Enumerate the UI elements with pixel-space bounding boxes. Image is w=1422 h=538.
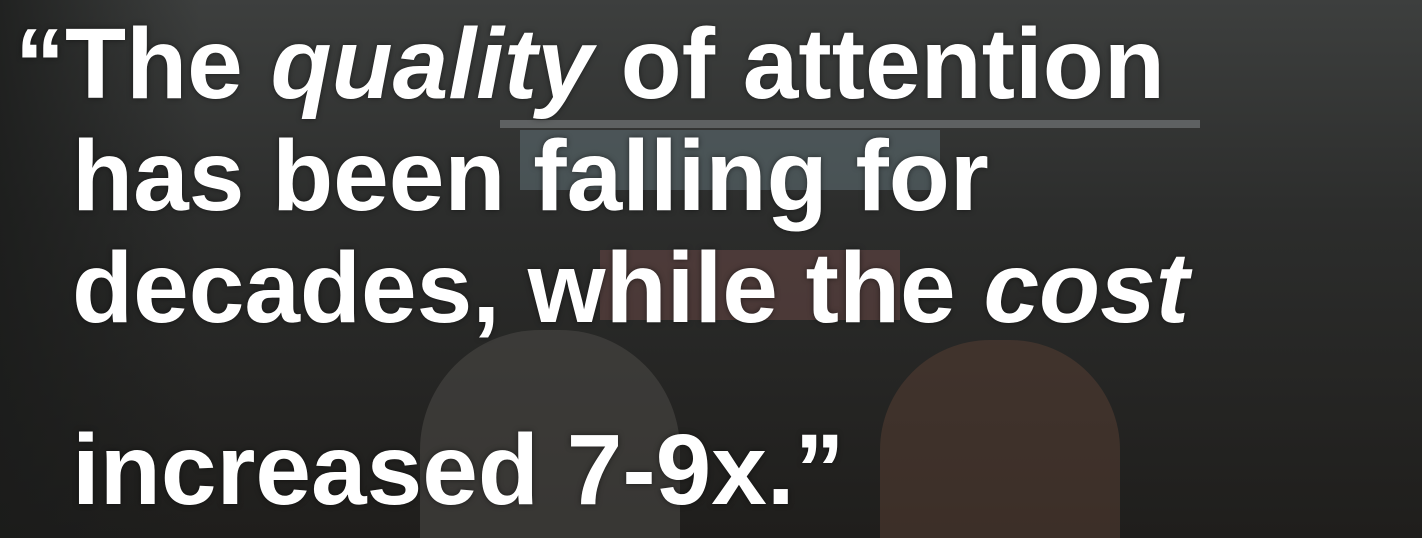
quote-line: “The quality of attention — [15, 14, 1165, 114]
slide: “The quality of attentionhas been fallin… — [0, 0, 1422, 538]
quote-text: “The — [15, 8, 271, 120]
quote-line: increased 7-9x.” — [72, 420, 845, 520]
quote-text: increased 7-9x.” — [72, 414, 845, 526]
quote-text: decades, while the — [72, 232, 983, 344]
photo-person — [880, 340, 1120, 538]
quote-line: has been falling for — [72, 126, 989, 226]
quote-text: has been falling for — [72, 120, 989, 232]
emphasis: quality — [271, 8, 593, 120]
quote-text: of attention — [593, 8, 1165, 120]
quote-line: decades, while the cost — [72, 238, 1189, 338]
emphasis: cost — [983, 232, 1189, 344]
